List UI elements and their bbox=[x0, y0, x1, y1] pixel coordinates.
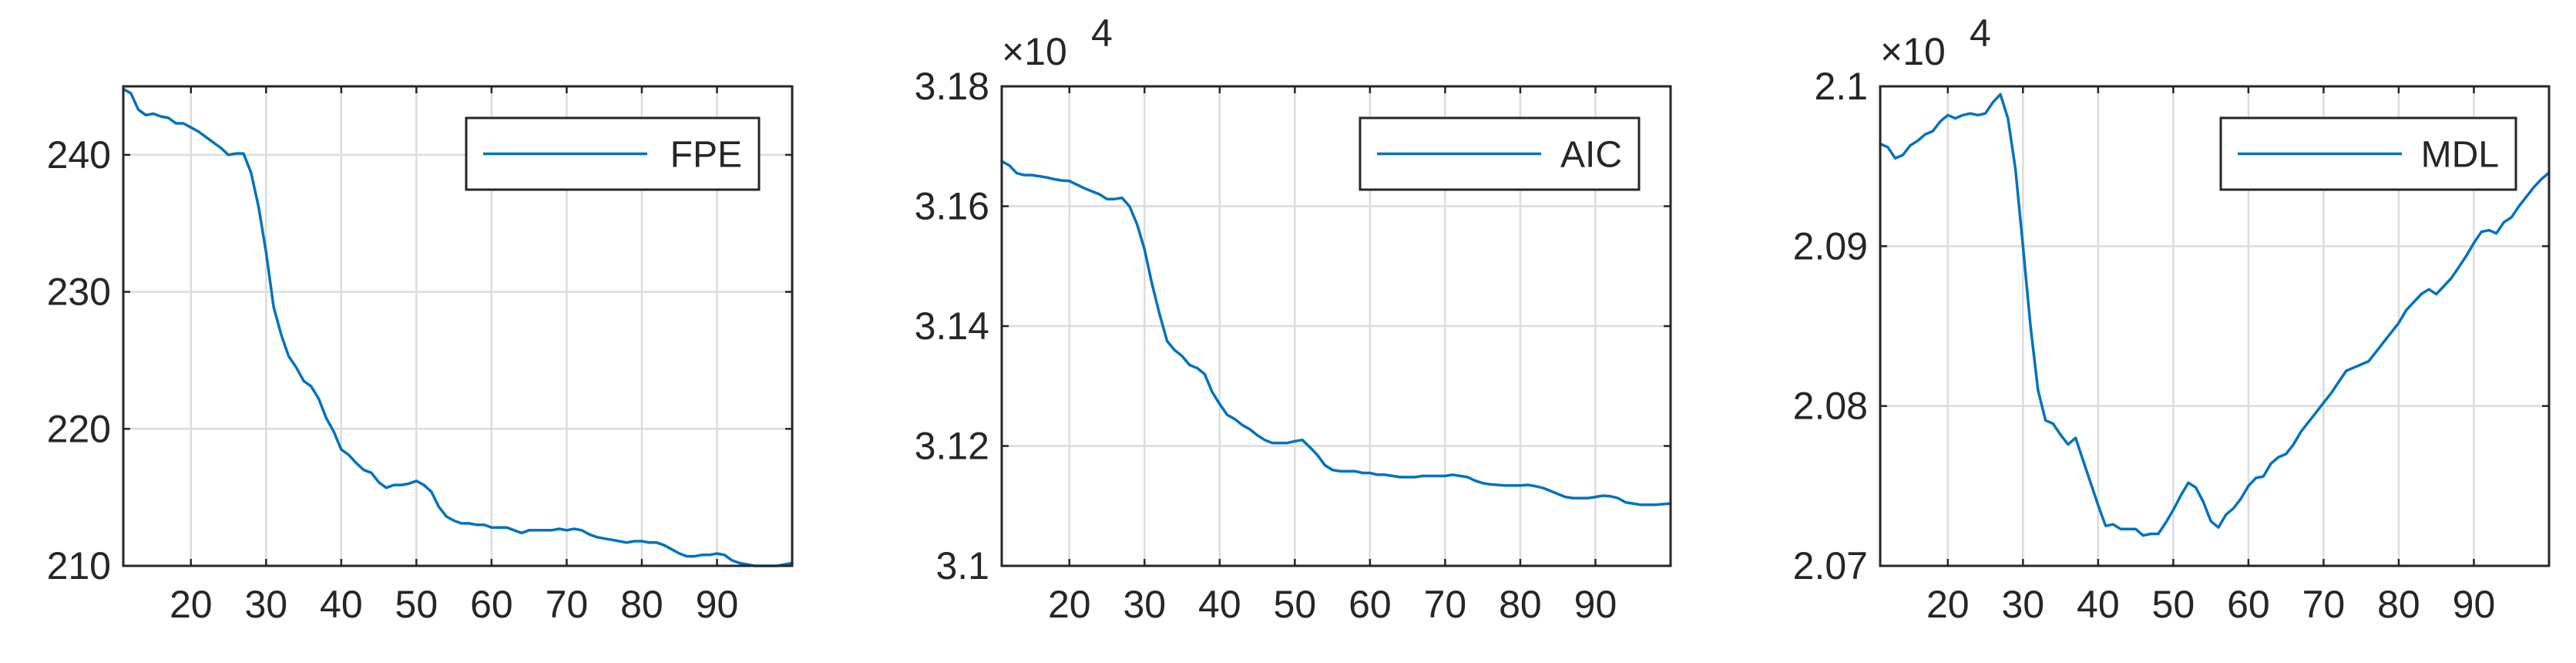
x-tick-label: 20 bbox=[170, 583, 213, 626]
series-line-fpe bbox=[122, 87, 794, 567]
y-tick-label: 3.1 bbox=[935, 544, 989, 587]
x-tick-label: 70 bbox=[1424, 583, 1467, 626]
legend: FPE bbox=[465, 116, 761, 191]
x-tick-label: 40 bbox=[320, 583, 363, 626]
x-tick-label: 50 bbox=[2152, 583, 2195, 626]
y-tick-label: 2.07 bbox=[1793, 544, 1868, 587]
x-tick-label: 90 bbox=[696, 583, 739, 626]
x-tick-label: 20 bbox=[1048, 583, 1091, 626]
y-tick-label: 3.18 bbox=[915, 65, 989, 108]
y-tick-label: 2.08 bbox=[1793, 385, 1868, 428]
y-tick-label: 220 bbox=[47, 407, 111, 450]
x-tick-label: 80 bbox=[620, 583, 663, 626]
y-tick-label: 2.1 bbox=[1814, 65, 1868, 108]
series-line-aic bbox=[1000, 160, 1672, 507]
chart-panel-3: 20 30 40 50 60 70 80 90 2.07 2.08 2.09 2.1 ×10 4 MDL bbox=[1793, 12, 2551, 626]
y-tick-label: 3.16 bbox=[915, 185, 989, 228]
x-tick-label: 40 bbox=[1198, 583, 1241, 626]
legend-label: FPE bbox=[670, 135, 742, 176]
x-tick-label: 60 bbox=[2227, 583, 2270, 626]
y-tick-label: 3.14 bbox=[915, 305, 989, 348]
y-tick-label: 3.12 bbox=[915, 425, 989, 468]
axis-exponent-label: ×10 bbox=[1002, 30, 1067, 73]
y-tick-label: 230 bbox=[47, 271, 111, 314]
x-tick-label: 30 bbox=[244, 583, 287, 626]
x-tick-label: 30 bbox=[2001, 583, 2044, 626]
legend: MDL bbox=[2219, 116, 2517, 191]
y-tick-label: 240 bbox=[47, 133, 111, 177]
x-tick-label: 60 bbox=[1348, 583, 1392, 626]
axes-box bbox=[1879, 85, 2551, 567]
axis-exponent-power: 4 bbox=[1091, 12, 1113, 55]
x-tick-label: 60 bbox=[470, 583, 513, 626]
series-line-mdl bbox=[1879, 93, 2551, 537]
y-tick-label: 210 bbox=[47, 544, 111, 587]
x-tick-label: 20 bbox=[1926, 583, 1970, 626]
chart-panel-1: 20 30 40 50 60 70 80 90 210 220 230 240 FPE bbox=[47, 85, 794, 626]
x-tick-label: 30 bbox=[1123, 583, 1166, 626]
x-tick-label: 50 bbox=[1274, 583, 1317, 626]
x-tick-label: 40 bbox=[2077, 583, 2120, 626]
x-tick-label: 70 bbox=[546, 583, 589, 626]
axes-box bbox=[122, 85, 794, 567]
axis-exponent-label: ×10 bbox=[1880, 30, 1946, 73]
legend-label: AIC bbox=[1560, 135, 1622, 176]
x-tick-label: 70 bbox=[2302, 583, 2346, 626]
x-tick-label: 50 bbox=[395, 583, 438, 626]
chart-panel-2: 20 30 40 50 60 70 80 90 3.1 3.12 3.14 3.16 3.18 ×10 4 A… bbox=[915, 12, 1672, 626]
legend-label: MDL bbox=[2421, 135, 2499, 176]
x-tick-label: 80 bbox=[1499, 583, 1542, 626]
axis-exponent-power: 4 bbox=[1970, 12, 1991, 55]
x-tick-label: 90 bbox=[2453, 583, 2496, 626]
x-tick-label: 80 bbox=[2377, 583, 2420, 626]
x-tick-label: 90 bbox=[1574, 583, 1617, 626]
legend: AIC bbox=[1359, 116, 1641, 191]
y-tick-label: 2.09 bbox=[1793, 224, 1868, 268]
